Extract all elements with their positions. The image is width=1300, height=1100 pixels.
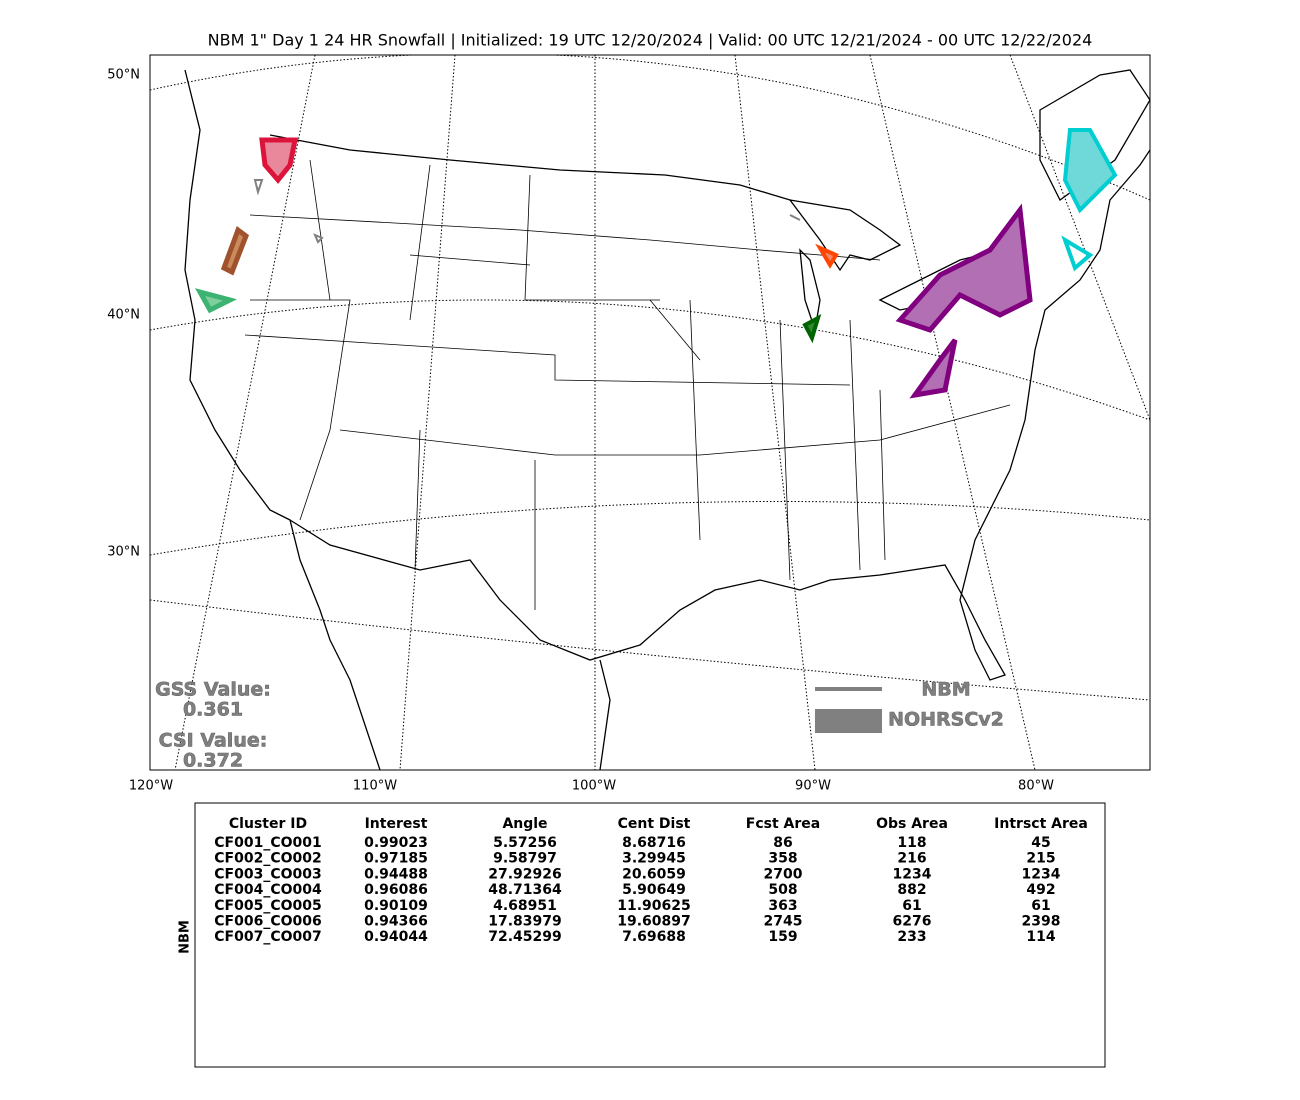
lat-label: 50°N xyxy=(107,68,140,83)
table-cell: CF006_CO006 xyxy=(214,914,321,930)
column-header: Fcst Area xyxy=(746,816,820,832)
table-cell: 118 xyxy=(897,835,926,851)
lat-label: 30°N xyxy=(107,545,140,560)
table-cell: 5.90649 xyxy=(622,882,686,898)
table-cell: 2398 xyxy=(1022,914,1061,930)
table-cell: 233 xyxy=(897,929,926,945)
side-label: NBM xyxy=(178,920,193,954)
lon-label: 120°W xyxy=(129,779,173,794)
table-cell: CF001_CO001 xyxy=(214,835,321,851)
legend-label: NOHRSCv2 xyxy=(888,709,1004,731)
table-cell: 1234 xyxy=(1022,866,1061,882)
table-cell: CF004_CO004 xyxy=(214,882,322,898)
table-cell: CF007_CO007 xyxy=(214,929,321,945)
column-header: Angle xyxy=(502,816,547,832)
table-cell: 86 xyxy=(773,835,792,851)
score-value: 0.361 xyxy=(183,699,243,721)
table-cell: 0.94366 xyxy=(364,914,428,930)
table-cell: 159 xyxy=(768,929,797,945)
score-value: 0.372 xyxy=(183,750,243,772)
table-cell: 0.96086 xyxy=(364,882,428,898)
table-frame xyxy=(194,802,1106,1068)
table-cell: 0.99023 xyxy=(364,835,428,851)
table-cell: 61 xyxy=(1031,898,1050,914)
title: NBM 1" Day 1 24 HR Snowfall | Initialize… xyxy=(208,31,1093,50)
table-cell: 2700 xyxy=(764,866,803,882)
table-cell: 0.94044 xyxy=(364,929,428,945)
table-cell: 216 xyxy=(897,851,926,867)
table-cell: 5.57256 xyxy=(493,835,557,851)
table-cell: 45 xyxy=(1031,835,1050,851)
table-cell: 492 xyxy=(1026,882,1055,898)
map-frame xyxy=(149,54,1151,771)
table-cell: 17.83979 xyxy=(488,914,562,930)
table-cell: 4.68951 xyxy=(493,898,557,914)
table-cell: 215 xyxy=(1026,851,1055,867)
lon-label: 110°W xyxy=(353,779,397,794)
table-cell: 6276 xyxy=(893,914,932,930)
column-header: Interest xyxy=(365,816,428,832)
column-header: Obs Area xyxy=(876,816,948,832)
legend-label: NBM xyxy=(921,679,970,701)
table-cell: 27.92926 xyxy=(488,866,562,882)
table-cell: 19.60897 xyxy=(617,914,691,930)
table-cell: 7.69688 xyxy=(622,929,686,945)
table-cell: 882 xyxy=(897,882,926,898)
lon-label: 100°W xyxy=(572,779,616,794)
column-header: Cent Dist xyxy=(618,816,691,832)
lon-label: 90°W xyxy=(795,779,831,794)
table-cell: 358 xyxy=(768,851,797,867)
lon-label: 80°W xyxy=(1018,779,1054,794)
table-cell: 363 xyxy=(768,898,797,914)
table-cell: 114 xyxy=(1026,929,1055,945)
table-cell: 3.29945 xyxy=(622,851,686,867)
table-cell: 0.97185 xyxy=(364,851,428,867)
table-cell: CF003_CO003 xyxy=(214,866,321,882)
clusters xyxy=(194,128,1118,399)
score-label: GSS Value: xyxy=(155,679,271,701)
table-cell: 2745 xyxy=(764,914,803,930)
table-cell: 8.68716 xyxy=(622,835,686,851)
table-cell: 11.90625 xyxy=(617,898,691,914)
table-cell: CF002_CO002 xyxy=(214,851,321,867)
table-cell: 61 xyxy=(902,898,921,914)
table-cell: 1234 xyxy=(893,866,932,882)
legend-patch xyxy=(815,709,882,733)
column-header: Intrsct Area xyxy=(994,816,1088,832)
map: NBM NOHRSCv2 GSS Value: 0.361 CSI Value:… xyxy=(149,54,1151,772)
table-cell: 48.71364 xyxy=(488,882,562,898)
table-cell: CF005_CO005 xyxy=(214,898,321,914)
lat-label: 40°N xyxy=(107,308,140,323)
table-cell: 72.45299 xyxy=(488,929,562,945)
table-cell: 508 xyxy=(768,882,797,898)
table-cell: 20.6059 xyxy=(622,866,686,882)
table-cell: 9.58797 xyxy=(493,851,557,867)
column-header: Cluster ID xyxy=(229,816,307,832)
table-cell: 0.90109 xyxy=(364,898,428,914)
score-label: CSI Value: xyxy=(159,730,268,752)
table-cell: 0.94488 xyxy=(364,866,428,882)
